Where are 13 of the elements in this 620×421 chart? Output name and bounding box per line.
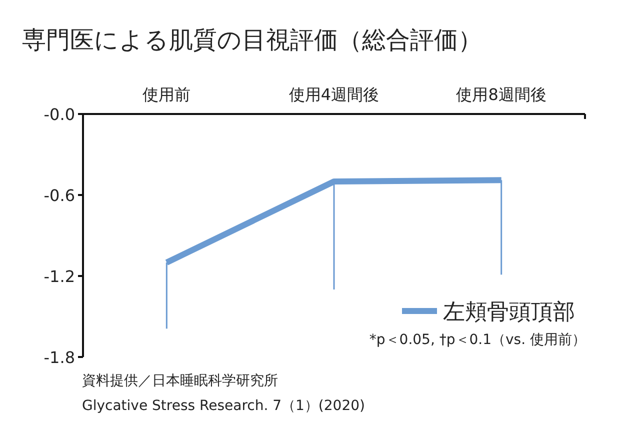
x-tick-label: 使用前 bbox=[142, 85, 191, 104]
y-tick-label: -0.6 bbox=[44, 186, 75, 205]
annotation: Glycative Stress Research. 7（1）(2020) bbox=[82, 398, 365, 414]
y-tick-label: -0.0 bbox=[44, 105, 75, 124]
title: 専門医による肌質の目視評価（総合評価） bbox=[22, 26, 482, 54]
annotation: 資料提供／日本睡眠科学研究所 bbox=[82, 373, 278, 389]
y-tick-label: -1.2 bbox=[44, 267, 75, 286]
y-tick-label: -1.8 bbox=[44, 348, 75, 367]
annotation: *p＜0.05, †p＜0.1（vs. 使用前） bbox=[369, 332, 586, 348]
legend-label: 左頬骨頭頂部 bbox=[443, 300, 575, 325]
x-tick-label: 使用4週間後 bbox=[288, 85, 380, 104]
x-tick-label: 使用8週間後 bbox=[456, 85, 546, 104]
legend: 左頬骨頭頂部 bbox=[402, 300, 575, 325]
